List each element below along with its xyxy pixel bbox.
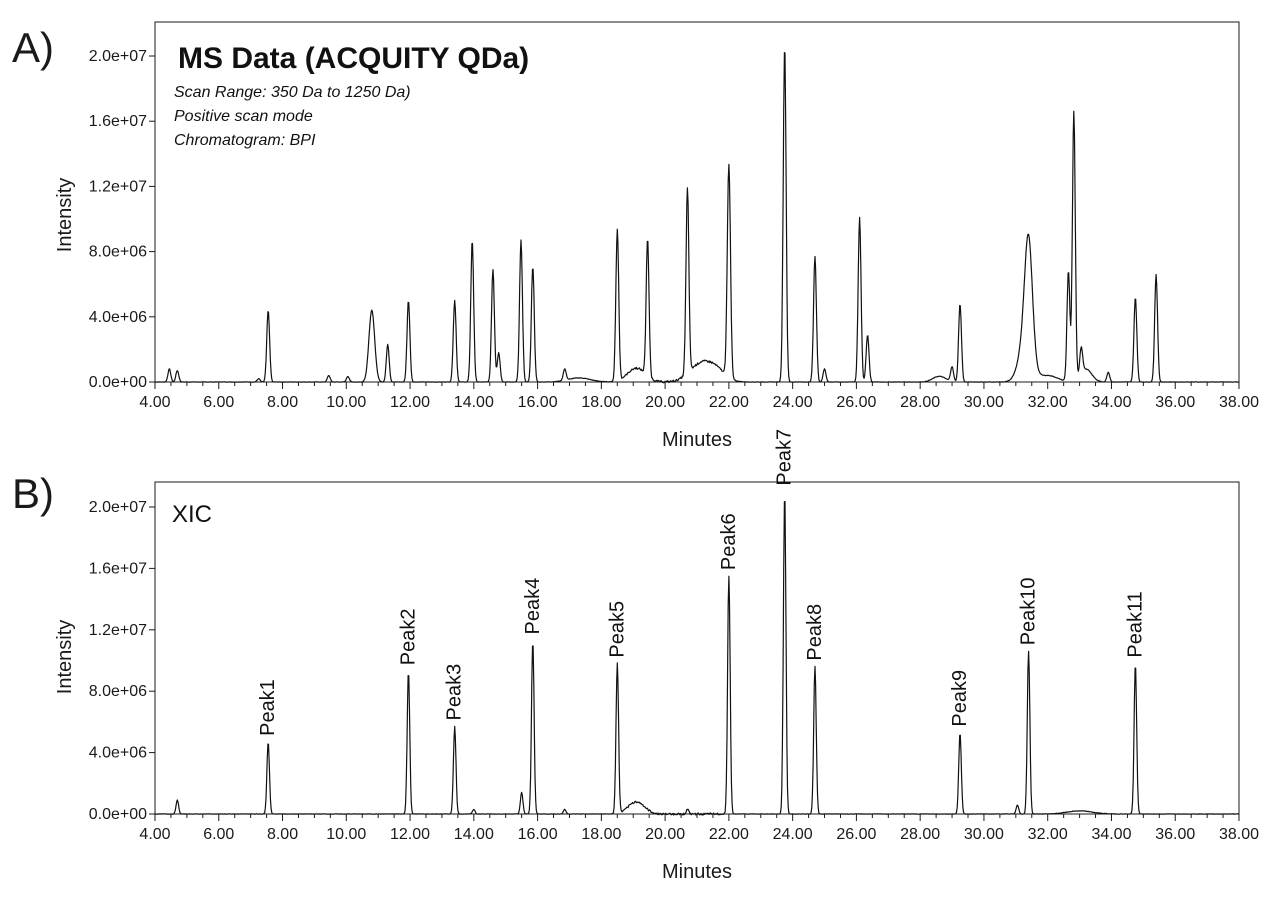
x-tick-label: 20.00 xyxy=(645,394,685,411)
x-tick-label: 4.00 xyxy=(139,394,170,411)
y-tick-label: 1.6e+07 xyxy=(89,560,147,577)
x-tick-label: 14.00 xyxy=(454,394,494,411)
y-tick-label: 1.6e+07 xyxy=(89,113,147,130)
x-tick-label: 8.00 xyxy=(267,394,298,411)
panel-a-letter: A) xyxy=(12,24,54,71)
peak-label: Peak7 xyxy=(774,429,796,486)
panel-b-x-axis-label: Minutes xyxy=(662,861,732,883)
peak-label: Peak10 xyxy=(1018,577,1040,645)
x-tick-label: 10.00 xyxy=(326,394,366,411)
y-tick-label: 1.2e+07 xyxy=(89,178,147,195)
x-tick-label: 36.00 xyxy=(1155,826,1195,843)
y-tick-label: 2.0e+07 xyxy=(89,499,147,516)
x-tick-label: 38.00 xyxy=(1219,394,1259,411)
x-tick-label: 16.00 xyxy=(518,394,558,411)
x-tick-label: 26.00 xyxy=(836,826,876,843)
panel-a-annotation-scan-range: Scan Range: 350 Da to 1250 Da) xyxy=(174,84,411,101)
x-tick-label: 16.00 xyxy=(518,826,558,843)
x-tick-label: 30.00 xyxy=(964,826,1004,843)
y-tick-label: 0.0e+00 xyxy=(89,374,147,391)
x-tick-label: 18.00 xyxy=(581,826,621,843)
peak-label: Peak4 xyxy=(522,578,544,635)
x-tick-label: 36.00 xyxy=(1155,394,1195,411)
x-tick-label: 24.00 xyxy=(773,826,813,843)
panel-a-y-axis-label: Intensity xyxy=(54,178,76,252)
panel-b-xic-trace xyxy=(154,501,1240,816)
x-tick-label: 4.00 xyxy=(139,826,170,843)
panel-b-xic-chromatogram: B) 0.0e+00 4.0e+06 8.0e+06 1.2e+07 1.6e+07 2.… xyxy=(12,429,1259,883)
x-tick-label: 28.00 xyxy=(900,394,940,411)
panel-a-y-axis: 0.0e+00 4.0e+06 8.0e+06 1.2e+07 1.6e+07 2.0e+… xyxy=(89,48,155,391)
panel-a-annotation-scan-mode: Positive scan mode xyxy=(174,108,313,125)
panel-a-x-axis-label: Minutes xyxy=(662,429,732,451)
panel-b-title: XIC xyxy=(172,501,212,528)
x-tick-label: 12.00 xyxy=(390,394,430,411)
x-tick-label: 6.00 xyxy=(203,826,234,843)
panel-b-plot-frame xyxy=(154,481,1240,815)
x-tick-label: 10.00 xyxy=(326,826,366,843)
y-tick-label: 0.0e+00 xyxy=(89,806,147,823)
peak-label: Peak5 xyxy=(606,601,628,658)
x-tick-label: 18.00 xyxy=(581,394,621,411)
y-tick-label: 8.0e+06 xyxy=(89,244,147,261)
x-tick-label: 32.00 xyxy=(1028,394,1068,411)
x-tick-label: 24.00 xyxy=(773,394,813,411)
x-tick-label: 26.00 xyxy=(836,394,876,411)
y-tick-label: 4.0e+06 xyxy=(89,309,147,326)
panel-a-title: MS Data (ACQUITY QDa) xyxy=(178,42,529,75)
panel-a-bpi-trace xyxy=(155,52,1240,384)
x-tick-label: 22.00 xyxy=(709,826,749,843)
x-tick-label: 30.00 xyxy=(964,394,1004,411)
panel-b-letter: B) xyxy=(12,470,54,517)
panel-b-x-axis: 4.00 6.00 8.00 10.00 12.00 14.00 16.00 18.00 20.… xyxy=(139,814,1259,843)
peak-label: Peak3 xyxy=(444,664,466,721)
panel-b-y-axis: 0.0e+00 4.0e+06 8.0e+06 1.2e+07 1.6e+07 2.0e+… xyxy=(89,499,155,823)
x-tick-label: 34.00 xyxy=(1091,826,1131,843)
peak-label: Peak1 xyxy=(257,679,279,736)
x-tick-label: 8.00 xyxy=(267,826,298,843)
x-tick-label: 32.00 xyxy=(1028,826,1068,843)
x-tick-label: 22.00 xyxy=(709,394,749,411)
x-tick-label: 34.00 xyxy=(1091,394,1131,411)
panel-b-peak-labels: Peak1 Peak2 Peak3 Peak4 Peak5 Peak6 Peak7 Peak8… xyxy=(257,429,1146,736)
peak-label: Peak8 xyxy=(804,604,826,661)
y-tick-label: 4.0e+06 xyxy=(89,745,147,762)
panel-b-y-axis-label: Intensity xyxy=(54,620,76,694)
peak-label: Peak9 xyxy=(949,670,971,727)
y-tick-label: 2.0e+07 xyxy=(89,48,147,65)
x-tick-label: 6.00 xyxy=(203,394,234,411)
x-tick-label: 12.00 xyxy=(390,826,430,843)
y-tick-label: 1.2e+07 xyxy=(89,622,147,639)
x-tick-label: 38.00 xyxy=(1219,826,1259,843)
panel-a-x-axis: 4.00 6.00 8.00 10.00 12.00 14.00 16.00 18.00 20.… xyxy=(139,382,1259,411)
panel-a-annotation-chromatogram: Chromatogram: BPI xyxy=(174,132,316,149)
peak-label: Peak6 xyxy=(718,513,740,570)
x-tick-label: 14.00 xyxy=(454,826,494,843)
x-tick-label: 20.00 xyxy=(645,826,685,843)
panel-a-bpi-chromatogram: A) 0.0e+00 4.0e+06 8.0e+06 1.2e+07 1.6e+07 2.… xyxy=(12,21,1259,451)
x-tick-label: 28.00 xyxy=(900,826,940,843)
y-tick-label: 8.0e+06 xyxy=(89,683,147,700)
peak-label: Peak2 xyxy=(398,608,420,665)
peak-label: Peak11 xyxy=(1124,591,1146,657)
